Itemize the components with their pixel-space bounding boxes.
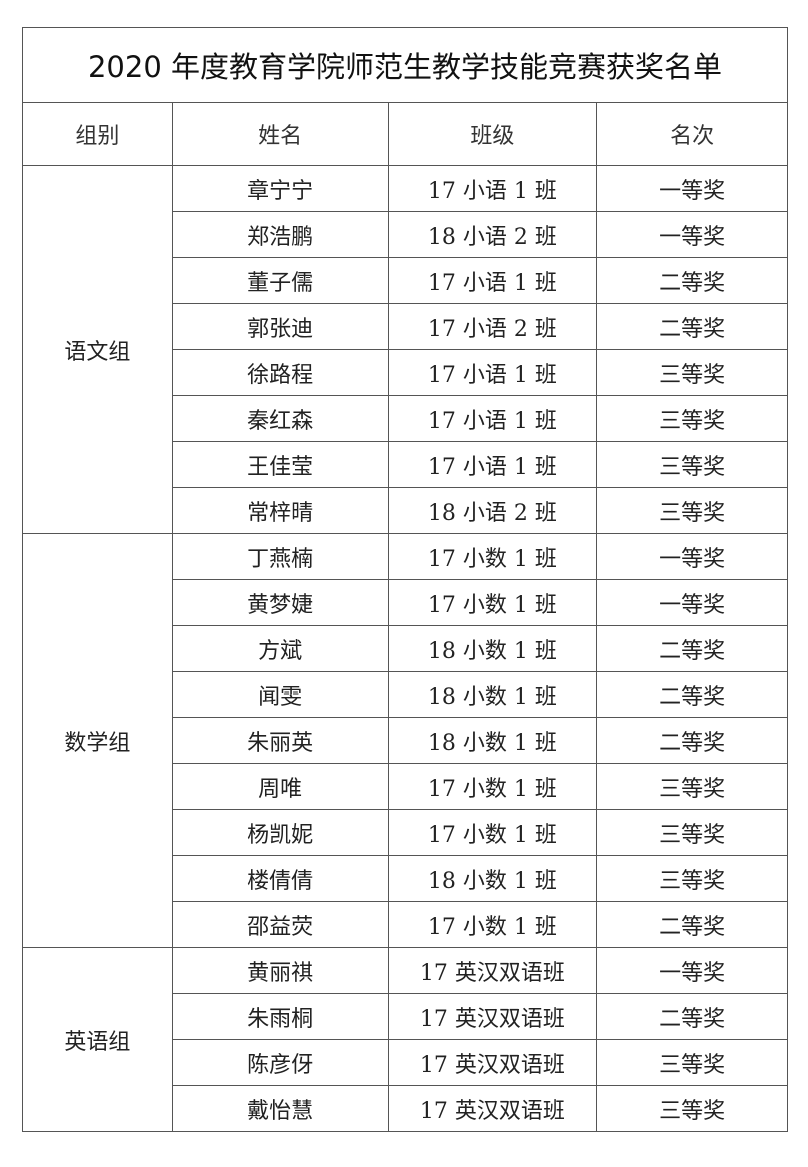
class-cell: 18 小数 1 班 xyxy=(387,855,598,902)
class-cell: 17 小数 1 班 xyxy=(387,533,598,580)
rank-cell: 二等奖 xyxy=(596,717,788,764)
rank-cell: 二等奖 xyxy=(596,901,788,948)
table-row: 秦红森 17 小语 1 班三等奖 xyxy=(23,395,788,442)
name-cell: 陈彦伢 xyxy=(171,1039,389,1086)
name-cell: 楼倩倩 xyxy=(171,855,389,902)
class-cell: 17 小语 1 班 xyxy=(387,349,598,396)
header-rank: 名次 xyxy=(596,102,788,166)
name-cell: 秦红森 xyxy=(171,395,389,442)
rank-cell: 一等奖 xyxy=(596,533,788,580)
name-cell: 郑浩鹏 xyxy=(171,211,389,258)
name-cell: 王佳莹 xyxy=(171,441,389,488)
table-row: 朱雨桐 17 英汉双语班 二等奖 xyxy=(23,993,788,1040)
rank-cell: 三等奖 xyxy=(596,1085,788,1132)
header-class: 班级 xyxy=(387,102,598,166)
rank-cell: 三等奖 xyxy=(596,763,788,810)
class-cell: 17 英汉双语班 xyxy=(387,1085,598,1132)
table-row: 周唯 17 小数 1 班三等奖 xyxy=(23,763,788,810)
class-cell: 17 小语 2 班 xyxy=(387,303,598,350)
name-cell: 朱雨桐 xyxy=(171,993,389,1040)
table-row: 杨凯妮 17 小数 1 班三等奖 xyxy=(23,809,788,856)
name-cell: 戴怡慧 xyxy=(171,1085,389,1132)
table-row: 郑浩鹏 18 小语 2 班一等奖 xyxy=(23,211,788,258)
name-cell: 黄梦婕 xyxy=(171,579,389,626)
header-row: 组别 姓名 班级 名次 xyxy=(22,102,788,166)
table-row: 英语组 黄丽祺 17 英汉双语班 一等奖 xyxy=(22,947,788,1132)
group-cell: 语文组 xyxy=(22,165,173,534)
group-cell: 英语组 xyxy=(22,947,173,1132)
class-cell: 17 小数 1 班 xyxy=(387,901,598,948)
table-title: 2020 年度教育学院师范生教学技能竞赛获奖名单 xyxy=(22,27,788,103)
name-cell: 徐路程 xyxy=(171,349,389,396)
name-cell: 黄丽祺 xyxy=(171,947,389,994)
table-row: 徐路程 17 小语 1 班三等奖 xyxy=(23,349,788,396)
group-cell: 数学组 xyxy=(22,533,173,948)
class-cell: 17 小语 1 班 xyxy=(387,257,598,304)
table-row: 楼倩倩 18 小数 1 班三等奖 xyxy=(23,855,788,902)
table-row: 语文组 章宁宁 17 小语 1 班一等奖 xyxy=(22,165,788,534)
class-cell: 17 小语 1 班 xyxy=(387,165,598,212)
class-cell: 17 英汉双语班 xyxy=(387,993,598,1040)
rank-cell: 三等奖 xyxy=(596,441,788,488)
class-cell: 17 英汉双语班 xyxy=(387,1039,598,1086)
title-row: 2020 年度教育学院师范生教学技能竞赛获奖名单 xyxy=(22,27,788,103)
name-cell: 方斌 xyxy=(171,625,389,672)
rank-cell: 三等奖 xyxy=(596,487,788,534)
name-cell: 丁燕楠 xyxy=(171,533,389,580)
rank-cell: 二等奖 xyxy=(596,993,788,1040)
class-cell: 17 小语 1 班 xyxy=(387,441,598,488)
table-row: 戴怡慧 17 英汉双语班 三等奖 xyxy=(23,1085,788,1132)
table-row: 朱丽英 18 小数 1 班二等奖 xyxy=(23,717,788,764)
table-row: 数学组 丁燕楠 17 小数 1 班一等奖 xyxy=(22,533,788,948)
name-cell: 邵益荧 xyxy=(171,901,389,948)
rank-cell: 二等奖 xyxy=(596,257,788,304)
class-cell: 18 小语 2 班 xyxy=(387,211,598,258)
rank-cell: 一等奖 xyxy=(596,579,788,626)
table-row: 方斌 18 小数 1 班二等奖 xyxy=(23,625,788,672)
class-cell: 17 小数 1 班 xyxy=(387,809,598,856)
name-cell: 董子儒 xyxy=(171,257,389,304)
name-cell: 章宁宁 xyxy=(171,165,389,212)
class-cell: 18 小数 1 班 xyxy=(387,625,598,672)
name-cell: 常梓晴 xyxy=(171,487,389,534)
rank-cell: 一等奖 xyxy=(596,211,788,258)
rank-cell: 二等奖 xyxy=(596,303,788,350)
table-row: 常梓晴 18 小语 2 班三等奖 xyxy=(23,487,788,534)
class-cell: 18 小数 1 班 xyxy=(387,671,598,718)
name-cell: 郭张迪 xyxy=(171,303,389,350)
name-cell: 杨凯妮 xyxy=(171,809,389,856)
name-cell: 周唯 xyxy=(171,763,389,810)
rank-cell: 二等奖 xyxy=(596,671,788,718)
class-cell: 17 小数 1 班 xyxy=(387,579,598,626)
rank-cell: 三等奖 xyxy=(596,855,788,902)
class-cell: 17 小语 1 班 xyxy=(387,395,598,442)
rank-cell: 一等奖 xyxy=(596,165,788,212)
rank-cell: 三等奖 xyxy=(596,395,788,442)
table-row: 王佳莹 17 小语 1 班三等奖 xyxy=(23,441,788,488)
rank-cell: 一等奖 xyxy=(596,947,788,994)
name-cell: 闻雯 xyxy=(171,671,389,718)
header-name: 姓名 xyxy=(171,102,389,166)
rank-cell: 二等奖 xyxy=(596,625,788,672)
award-table: 2020 年度教育学院师范生教学技能竞赛获奖名单 组别 姓名 班级 名次 语文组… xyxy=(22,27,788,1132)
table-row: 邵益荧 17 小数 1 班二等奖 xyxy=(23,901,788,948)
table-row: 黄梦婕 17 小数 1 班一等奖 xyxy=(23,579,788,626)
class-cell: 18 小数 1 班 xyxy=(387,717,598,764)
rank-cell: 三等奖 xyxy=(596,349,788,396)
rank-cell: 三等奖 xyxy=(596,1039,788,1086)
rank-cell: 三等奖 xyxy=(596,809,788,856)
class-cell: 18 小语 2 班 xyxy=(387,487,598,534)
class-cell: 17 小数 1 班 xyxy=(387,763,598,810)
header-group: 组别 xyxy=(22,102,173,166)
name-cell: 朱丽英 xyxy=(171,717,389,764)
class-cell: 17 英汉双语班 xyxy=(387,947,598,994)
